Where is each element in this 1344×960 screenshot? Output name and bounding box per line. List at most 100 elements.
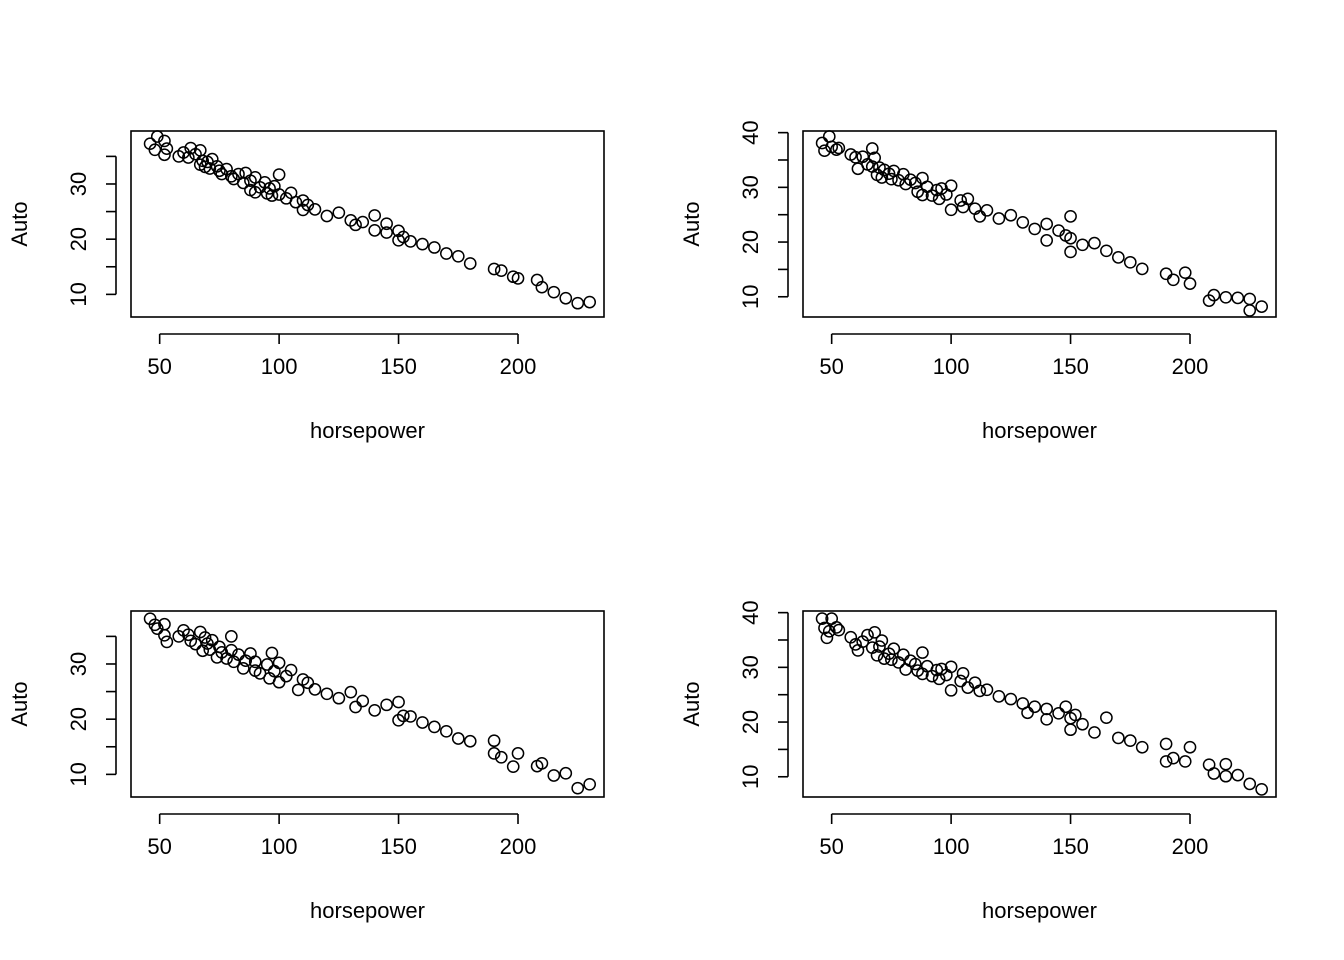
x-axis-label: horsepower — [310, 898, 425, 923]
data-point — [1219, 757, 1233, 771]
x-tick-label: 150 — [380, 354, 417, 379]
data-point — [332, 206, 346, 220]
data-point — [1159, 267, 1173, 281]
data-point — [511, 747, 525, 760]
data-point — [265, 189, 279, 202]
data-point — [203, 643, 217, 656]
data-point — [150, 130, 164, 143]
x-tick-label: 200 — [1172, 354, 1209, 379]
data-point — [368, 703, 382, 717]
data-point — [1178, 755, 1192, 768]
data-point — [908, 657, 922, 671]
data-point — [861, 628, 874, 642]
data-point — [272, 168, 286, 181]
x-tick-label: 150 — [380, 834, 417, 859]
data-point — [181, 151, 195, 164]
data-point — [272, 188, 286, 201]
data-point — [380, 217, 393, 231]
data-point — [870, 648, 884, 662]
data-point — [583, 777, 597, 791]
x-tick-label: 100 — [261, 354, 298, 379]
data-point — [1064, 245, 1077, 259]
data-point — [332, 691, 346, 705]
x-tick-label: 50 — [147, 354, 171, 379]
data-point — [1040, 712, 1054, 726]
data-point — [868, 625, 882, 639]
data-point — [944, 660, 958, 674]
data-point — [820, 631, 834, 645]
data-point — [1183, 277, 1197, 290]
data-point — [272, 656, 286, 670]
data-point — [1088, 726, 1101, 739]
x-tick-label: 200 — [1172, 834, 1209, 859]
data-point — [832, 623, 846, 637]
data-point — [822, 130, 836, 143]
data-point — [463, 734, 477, 748]
data-point — [1076, 717, 1089, 731]
data-point — [494, 750, 508, 764]
plot-frame — [802, 130, 1277, 318]
x-axis-label: horsepower — [982, 418, 1097, 443]
data-point — [150, 622, 164, 636]
data-point — [1231, 291, 1245, 305]
y-tick-label: 20 — [738, 230, 763, 254]
data-point — [1231, 768, 1245, 782]
y-axis-label: Auto — [679, 201, 704, 246]
data-point — [1064, 231, 1077, 245]
data-point — [535, 756, 549, 770]
data-point — [428, 720, 441, 734]
data-point — [236, 662, 250, 675]
data-point — [289, 195, 303, 209]
data-point — [832, 141, 846, 155]
data-point — [463, 257, 477, 270]
x-tick-label: 100 — [933, 354, 970, 379]
data-point — [944, 179, 958, 193]
data-point — [380, 698, 393, 712]
data-point — [344, 214, 358, 227]
data-point — [272, 675, 286, 689]
data-point — [181, 628, 195, 642]
data-point — [368, 223, 382, 237]
data-point — [198, 631, 212, 644]
data-point — [320, 209, 334, 223]
data-point — [944, 683, 958, 697]
data-point — [992, 689, 1006, 703]
data-point — [487, 734, 501, 748]
data-point — [396, 709, 410, 723]
data-point — [356, 215, 370, 229]
data-point — [1088, 236, 1101, 250]
scatter-panel-bottom-right: 50 100 150 200 10 20 30 40 horsepower Auto — [672, 480, 1344, 960]
data-point — [344, 685, 358, 699]
data-point — [196, 154, 210, 168]
data-point — [224, 630, 238, 643]
scatter-panel-bottom-left: 50 100 150 200 10 20 30 horsepower Auto — [0, 480, 672, 960]
y-tick-label: 10 — [738, 765, 763, 789]
data-point — [506, 760, 520, 773]
data-point — [396, 230, 410, 244]
data-point — [1243, 304, 1257, 317]
plot-frame — [802, 610, 1277, 798]
data-point — [1111, 251, 1125, 264]
data-point — [1219, 290, 1233, 304]
data-point — [1243, 292, 1257, 306]
data-point — [224, 643, 238, 657]
data-point — [559, 291, 573, 305]
y-tick-label: 20 — [738, 710, 763, 734]
data-point — [205, 633, 219, 647]
x-tick-label: 50 — [819, 834, 843, 859]
y-tick-label: 30 — [738, 175, 763, 199]
data-point — [868, 151, 882, 165]
data-point — [160, 635, 174, 649]
data-point — [1159, 737, 1173, 751]
y-tick-label: 20 — [66, 707, 91, 731]
data-point — [954, 194, 968, 207]
y-tick-label: 30 — [738, 655, 763, 679]
data-point — [961, 192, 975, 206]
y-tick-label: 40 — [738, 600, 763, 624]
data-point — [535, 280, 549, 294]
y-tick-label: 10 — [66, 762, 91, 786]
data-point — [203, 162, 217, 175]
data-point — [571, 781, 585, 795]
data-point — [416, 237, 429, 251]
data-point — [349, 218, 362, 232]
